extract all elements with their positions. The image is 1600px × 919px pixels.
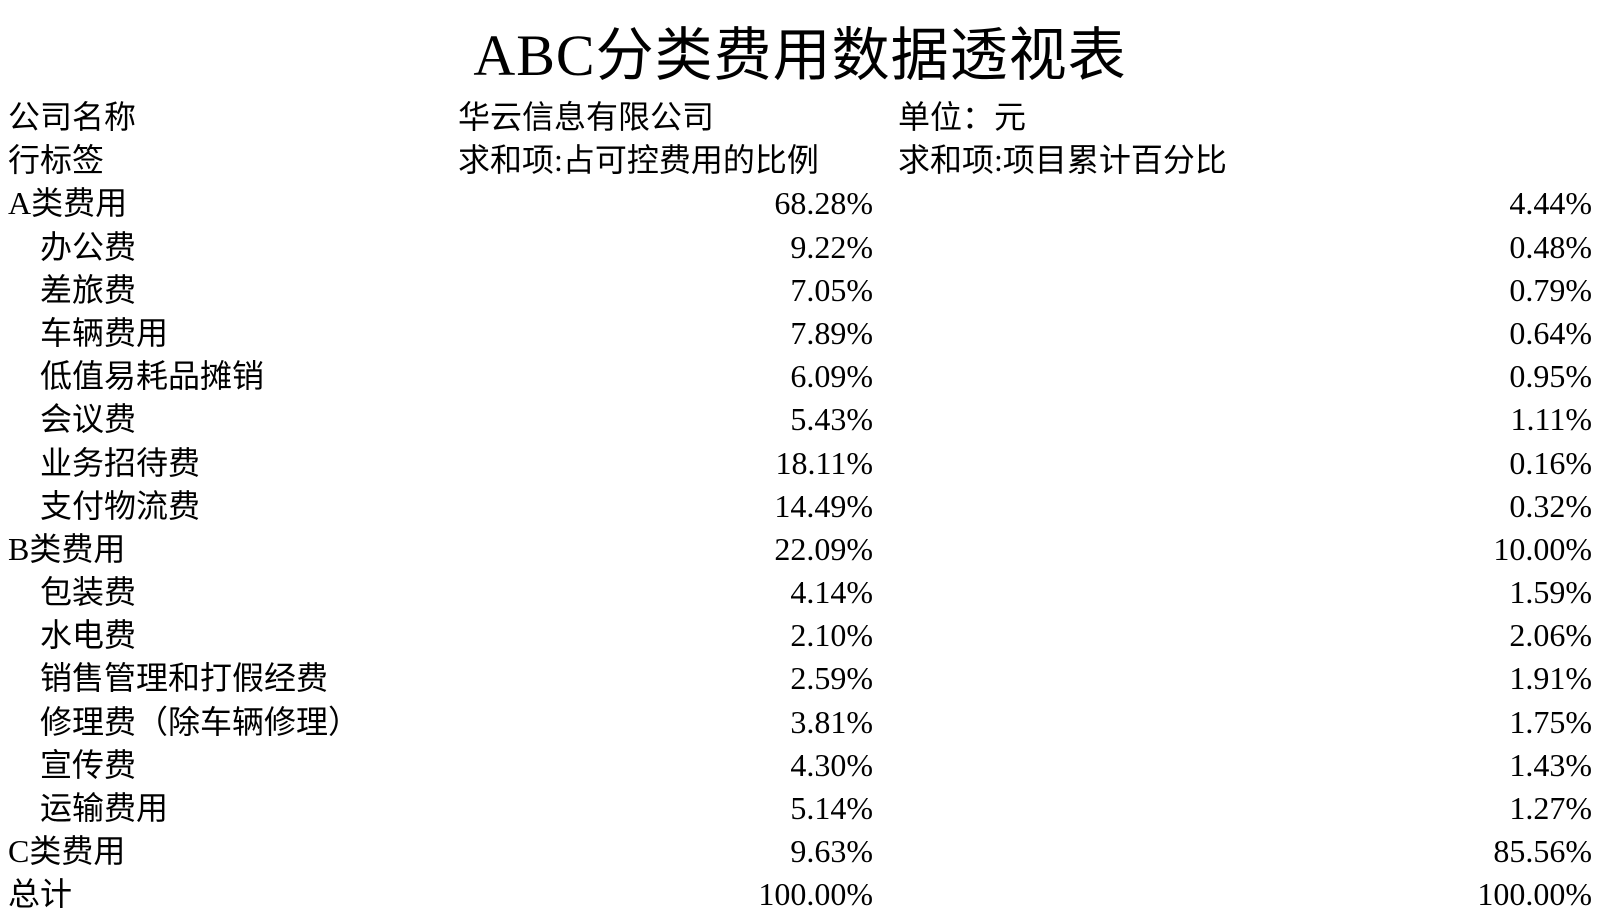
- row-value-2: 85.56%: [898, 830, 1592, 873]
- table-row: 会议费5.43%1.11%: [0, 398, 1600, 441]
- row-value-1: 7.89%: [458, 312, 898, 355]
- row-value-1: 6.09%: [458, 355, 898, 398]
- row-label: 销售管理和打假经费: [8, 657, 458, 700]
- row-value-1: 2.10%: [458, 614, 898, 657]
- table-row: 包装费4.14%1.59%: [0, 571, 1600, 614]
- unit-label: 单位：元: [898, 96, 1592, 139]
- row-label: B类费用: [8, 528, 458, 571]
- table-row: 办公费9.22%0.48%: [0, 226, 1600, 269]
- row-value-1: 4.30%: [458, 744, 898, 787]
- row-value-2: 1.27%: [898, 787, 1592, 830]
- row-value-1: 5.14%: [458, 787, 898, 830]
- table-row: C类费用9.63%85.56%: [0, 830, 1600, 873]
- row-label: 差旅费: [8, 269, 458, 312]
- row-label: 总计: [8, 873, 458, 916]
- column-headers: 行标签 求和项:占可控费用的比例 求和项:项目累计百分比: [0, 139, 1600, 182]
- row-value-2: 0.64%: [898, 312, 1592, 355]
- row-value-1: 100.00%: [458, 873, 898, 916]
- row-label: 车辆费用: [8, 312, 458, 355]
- row-value-2: 1.43%: [898, 744, 1592, 787]
- row-label: 会议费: [8, 398, 458, 441]
- table-row: 业务招待费18.11%0.16%: [0, 442, 1600, 485]
- table-row: 支付物流费14.49%0.32%: [0, 485, 1600, 528]
- row-value-2: 1.75%: [898, 701, 1592, 744]
- row-value-2: 0.95%: [898, 355, 1592, 398]
- row-value-2: 0.79%: [898, 269, 1592, 312]
- table-row: 总计100.00%100.00%: [0, 873, 1600, 916]
- row-label: 宣传费: [8, 744, 458, 787]
- row-value-1: 5.43%: [458, 398, 898, 441]
- table-row: 宣传费4.30%1.43%: [0, 744, 1600, 787]
- row-value-1: 2.59%: [458, 657, 898, 700]
- page-title: ABC分类费用数据透视表: [0, 0, 1600, 96]
- table-row: 销售管理和打假经费2.59%1.91%: [0, 657, 1600, 700]
- row-value-2: 0.48%: [898, 226, 1592, 269]
- row-value-2: 4.44%: [898, 182, 1592, 225]
- table-row: 修理费（除车辆修理）3.81%1.75%: [0, 701, 1600, 744]
- header-col1: 求和项:占可控费用的比例: [458, 139, 898, 182]
- row-value-1: 68.28%: [458, 182, 898, 225]
- row-value-1: 4.14%: [458, 571, 898, 614]
- row-label: 业务招待费: [8, 442, 458, 485]
- row-label: C类费用: [8, 830, 458, 873]
- row-label: 支付物流费: [8, 485, 458, 528]
- row-value-2: 0.32%: [898, 485, 1592, 528]
- company-value: 华云信息有限公司: [458, 96, 898, 139]
- table-row: B类费用22.09%10.00%: [0, 528, 1600, 571]
- row-value-2: 0.16%: [898, 442, 1592, 485]
- row-value-2: 1.91%: [898, 657, 1592, 700]
- pivot-table-page: ABC分类费用数据透视表 公司名称 华云信息有限公司 单位：元 行标签 求和项:…: [0, 0, 1600, 917]
- header-col2: 求和项:项目累计百分比: [898, 139, 1592, 182]
- row-value-2: 2.06%: [898, 614, 1592, 657]
- table-row: 水电费2.10%2.06%: [0, 614, 1600, 657]
- row-label: 包装费: [8, 571, 458, 614]
- company-label: 公司名称: [8, 96, 458, 139]
- row-value-1: 9.63%: [458, 830, 898, 873]
- row-value-2: 1.59%: [898, 571, 1592, 614]
- header-row-label: 行标签: [8, 139, 458, 182]
- table-body: A类费用68.28%4.44%办公费9.22%0.48%差旅费7.05%0.79…: [0, 182, 1600, 916]
- company-info-row: 公司名称 华云信息有限公司 单位：元: [0, 96, 1600, 139]
- table-row: 低值易耗品摊销6.09%0.95%: [0, 355, 1600, 398]
- row-value-1: 3.81%: [458, 701, 898, 744]
- row-value-2: 100.00%: [898, 873, 1592, 916]
- row-value-1: 9.22%: [458, 226, 898, 269]
- row-label: A类费用: [8, 182, 458, 225]
- table-row: 运输费用5.14%1.27%: [0, 787, 1600, 830]
- row-label: 水电费: [8, 614, 458, 657]
- row-value-1: 18.11%: [458, 442, 898, 485]
- table-row: 车辆费用7.89%0.64%: [0, 312, 1600, 355]
- row-label: 办公费: [8, 226, 458, 269]
- row-value-1: 7.05%: [458, 269, 898, 312]
- row-label: 低值易耗品摊销: [8, 355, 458, 398]
- row-label: 修理费（除车辆修理）: [8, 701, 458, 744]
- row-value-1: 22.09%: [458, 528, 898, 571]
- table-row: 差旅费7.05%0.79%: [0, 269, 1600, 312]
- row-value-1: 14.49%: [458, 485, 898, 528]
- row-label: 运输费用: [8, 787, 458, 830]
- row-value-2: 10.00%: [898, 528, 1592, 571]
- table-row: A类费用68.28%4.44%: [0, 182, 1600, 225]
- row-value-2: 1.11%: [898, 398, 1592, 441]
